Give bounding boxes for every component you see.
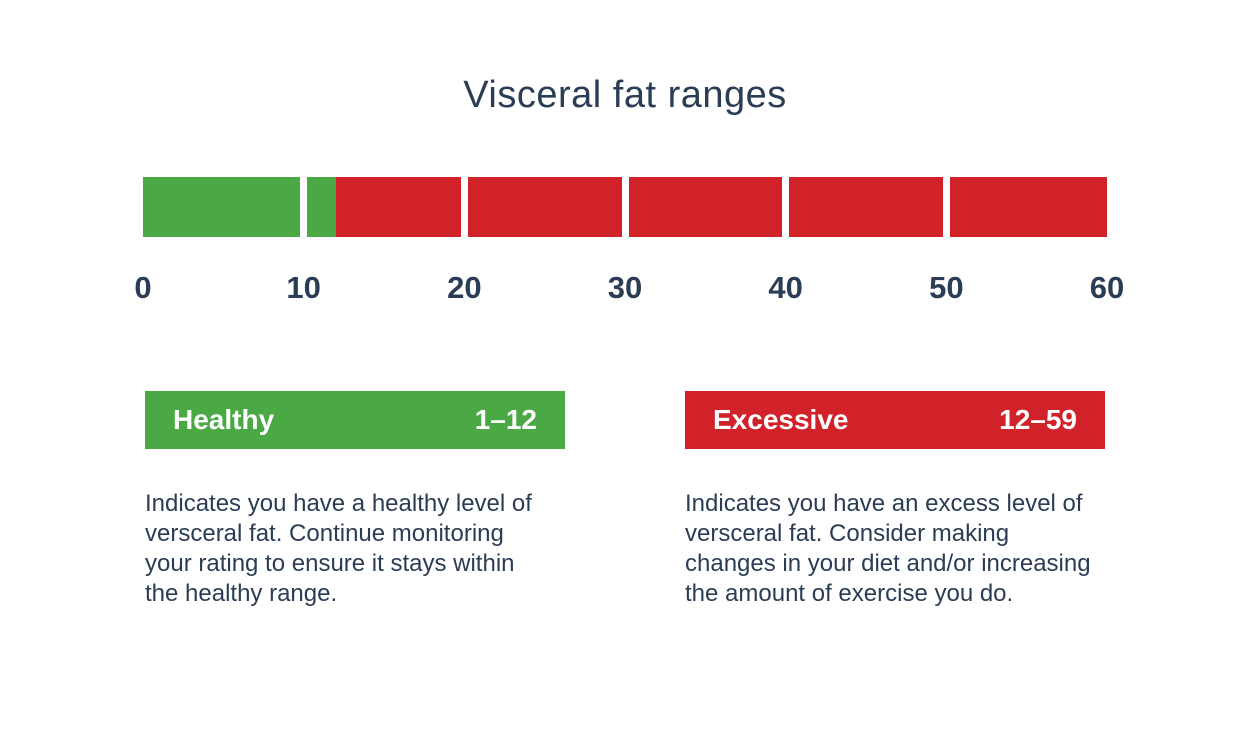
healthy-legend-card: Healthy 1–12 bbox=[145, 391, 565, 449]
axis-tick-label: 10 bbox=[286, 270, 321, 305]
healthy-label: Healthy bbox=[173, 404, 275, 435]
segment-gap bbox=[782, 177, 790, 237]
segment-gap bbox=[460, 177, 468, 237]
excessive-legend-card: Excessive 12–59 bbox=[685, 391, 1105, 449]
axis-tick-label: 0 bbox=[134, 270, 152, 305]
axis-tick-row: 0 10 20 30 40 50 60 bbox=[134, 270, 1124, 310]
axis-tick-label: 50 bbox=[929, 270, 964, 305]
range-bar bbox=[143, 177, 1107, 237]
segment-gap bbox=[621, 177, 629, 237]
axis-tick-label: 30 bbox=[607, 270, 643, 305]
page-title: Visceral fat ranges bbox=[463, 74, 787, 116]
axis-tick-label: 40 bbox=[768, 270, 803, 305]
segment-gap bbox=[942, 177, 950, 237]
excessive-range-value: 12–59 bbox=[999, 404, 1077, 435]
healthy-description: Indicates you have a healthy level of ve… bbox=[145, 490, 532, 607]
segment-gap bbox=[300, 177, 308, 237]
axis-tick-label: 60 bbox=[1089, 270, 1125, 305]
excessive-label: Excessive bbox=[713, 404, 849, 435]
axis-tick-label: 20 bbox=[447, 270, 482, 305]
excessive-description: Indicates you have an excess level of ve… bbox=[685, 490, 1091, 607]
healthy-range-value: 1–12 bbox=[474, 404, 537, 435]
